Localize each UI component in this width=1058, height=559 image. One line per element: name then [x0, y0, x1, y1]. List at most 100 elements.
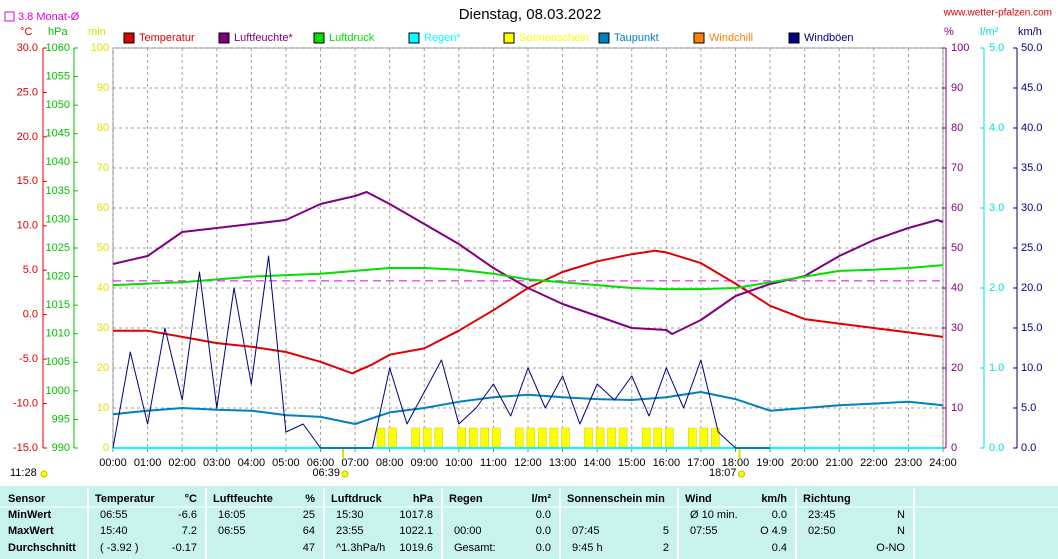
legend-label: Windchill — [709, 32, 753, 44]
table-value: 2 — [663, 542, 669, 554]
x-tick-label: 09:00 — [410, 457, 438, 469]
sunshine-bar — [595, 427, 605, 449]
table-header: Temperatur — [95, 493, 155, 505]
y-tick-label: 20 — [951, 362, 963, 374]
y-tick-label: 5.0 — [1021, 402, 1036, 414]
y-tick-label: 1045 — [46, 128, 70, 140]
chart-title: Dienstag, 08.03.2022 — [459, 6, 602, 23]
row-label: MinWert — [8, 509, 52, 521]
y-tick-label: 4.0 — [989, 122, 1004, 134]
table-value: -0.17 — [172, 542, 197, 554]
table-value: 0.0 — [536, 509, 551, 521]
y-tick-label: 60 — [97, 202, 109, 214]
y-tick-label: 10 — [951, 402, 963, 414]
sunshine-bar — [388, 427, 397, 449]
table-time: ( -3.92 ) — [100, 542, 139, 554]
table-header: Wind — [685, 493, 712, 505]
axis-unit: % — [944, 26, 954, 38]
sunset-label: 18:07 — [709, 467, 737, 479]
y-tick-label: -10.0 — [13, 397, 38, 409]
y-tick-label: 1030 — [46, 213, 70, 225]
x-tick-label: 07:00 — [341, 457, 369, 469]
sunshine-bar — [618, 427, 628, 449]
x-tick-label: 08:00 — [376, 457, 404, 469]
legend-swatch — [123, 32, 135, 44]
table-value: 1022.1 — [399, 525, 433, 537]
sunshine-bar — [480, 427, 490, 449]
y-tick-label: 40.0 — [1021, 122, 1042, 134]
row-label: MaxWert — [8, 525, 54, 537]
table-header: Sonnenschein min — [567, 493, 665, 505]
y-tick-label: 80 — [97, 122, 109, 134]
y-tick-label: 20 — [97, 362, 109, 374]
y-tick-label: 990 — [52, 442, 70, 454]
legend-swatch — [218, 32, 230, 44]
table-value: 64 — [303, 525, 315, 537]
table-time: 9:45 h — [572, 542, 603, 554]
sunshine-bar — [549, 427, 559, 449]
sunshine-bar — [492, 427, 501, 449]
table-time: 16:05 — [218, 509, 246, 521]
series-line — [112, 255, 771, 449]
table-unit: % — [305, 493, 315, 505]
x-tick-label: 14:00 — [583, 457, 611, 469]
x-tick-label: 13:00 — [549, 457, 577, 469]
sunshine-bar — [699, 427, 709, 449]
table-time: Ø 10 min. — [690, 509, 738, 521]
table-time: 00:00 — [454, 525, 482, 537]
y-tick-label: 50.0 — [1021, 42, 1042, 54]
x-tick-label: 21:00 — [825, 457, 853, 469]
x-tick-label: 04:00 — [238, 457, 266, 469]
y-tick-label: 0.0 — [1021, 442, 1036, 454]
source-link: www.wetter-pfalzen.com — [943, 8, 1052, 19]
table-time: ^1.3hPa/h — [336, 542, 385, 554]
x-tick-label: 17:00 — [687, 457, 715, 469]
series-line — [112, 391, 944, 425]
x-tick-label: 20:00 — [791, 457, 819, 469]
table-header: Sensor — [8, 493, 46, 505]
y-tick-label: 15.0 — [17, 175, 38, 187]
table-unit: °C — [185, 493, 197, 505]
sunshine-bar — [688, 427, 697, 449]
sunshine-bar — [457, 427, 466, 449]
x-tick-label: 05:00 — [272, 457, 300, 469]
y-tick-label: 25.0 — [1021, 242, 1042, 254]
legend-label: Regen* — [424, 32, 461, 44]
legend-swatch — [408, 32, 420, 44]
legend-label: Luftfeuchte* — [234, 32, 293, 44]
y-tick-label: 3.0 — [989, 202, 1004, 214]
y-tick-label: 5.0 — [989, 42, 1004, 54]
table-value: 25 — [303, 509, 315, 521]
legend-label: Sonnenschein — [519, 32, 589, 44]
y-tick-label: -15.0 — [13, 442, 38, 454]
sunshine-bar — [561, 427, 570, 449]
sunshine-bar — [653, 427, 662, 449]
legend-swatch — [788, 32, 800, 44]
table-time: 07:45 — [572, 525, 600, 537]
y-tick-label: 50 — [951, 242, 963, 254]
table-value: N — [897, 525, 905, 537]
y-tick-label: 0 — [103, 442, 109, 454]
sunrise-label: 06:39 — [312, 467, 340, 479]
y-tick-label: 25.0 — [17, 86, 38, 98]
x-tick-label: 02:00 — [168, 457, 196, 469]
x-tick-label: 03:00 — [203, 457, 231, 469]
y-tick-label: 45.0 — [1021, 82, 1042, 94]
y-tick-label: 10.0 — [17, 220, 38, 232]
sunshine-bar — [664, 427, 674, 449]
average-icon — [4, 11, 15, 22]
average-label: 3.8 Monat-Ø — [18, 11, 80, 23]
table-value: -6.6 — [178, 509, 197, 521]
sunshine-bar — [411, 427, 420, 449]
axis-unit: min — [88, 26, 106, 38]
y-tick-label: 1035 — [46, 185, 70, 197]
table-value: N — [897, 509, 905, 521]
x-tick-label: 12:00 — [514, 457, 542, 469]
day-length-icon — [40, 470, 48, 478]
legend-swatch — [503, 32, 515, 44]
y-tick-label: 90 — [951, 82, 963, 94]
sunshine-bar — [422, 427, 432, 449]
table-value: O-NO — [876, 542, 905, 554]
y-tick-label: 20.0 — [17, 131, 38, 143]
sunshine-bar — [538, 427, 547, 449]
